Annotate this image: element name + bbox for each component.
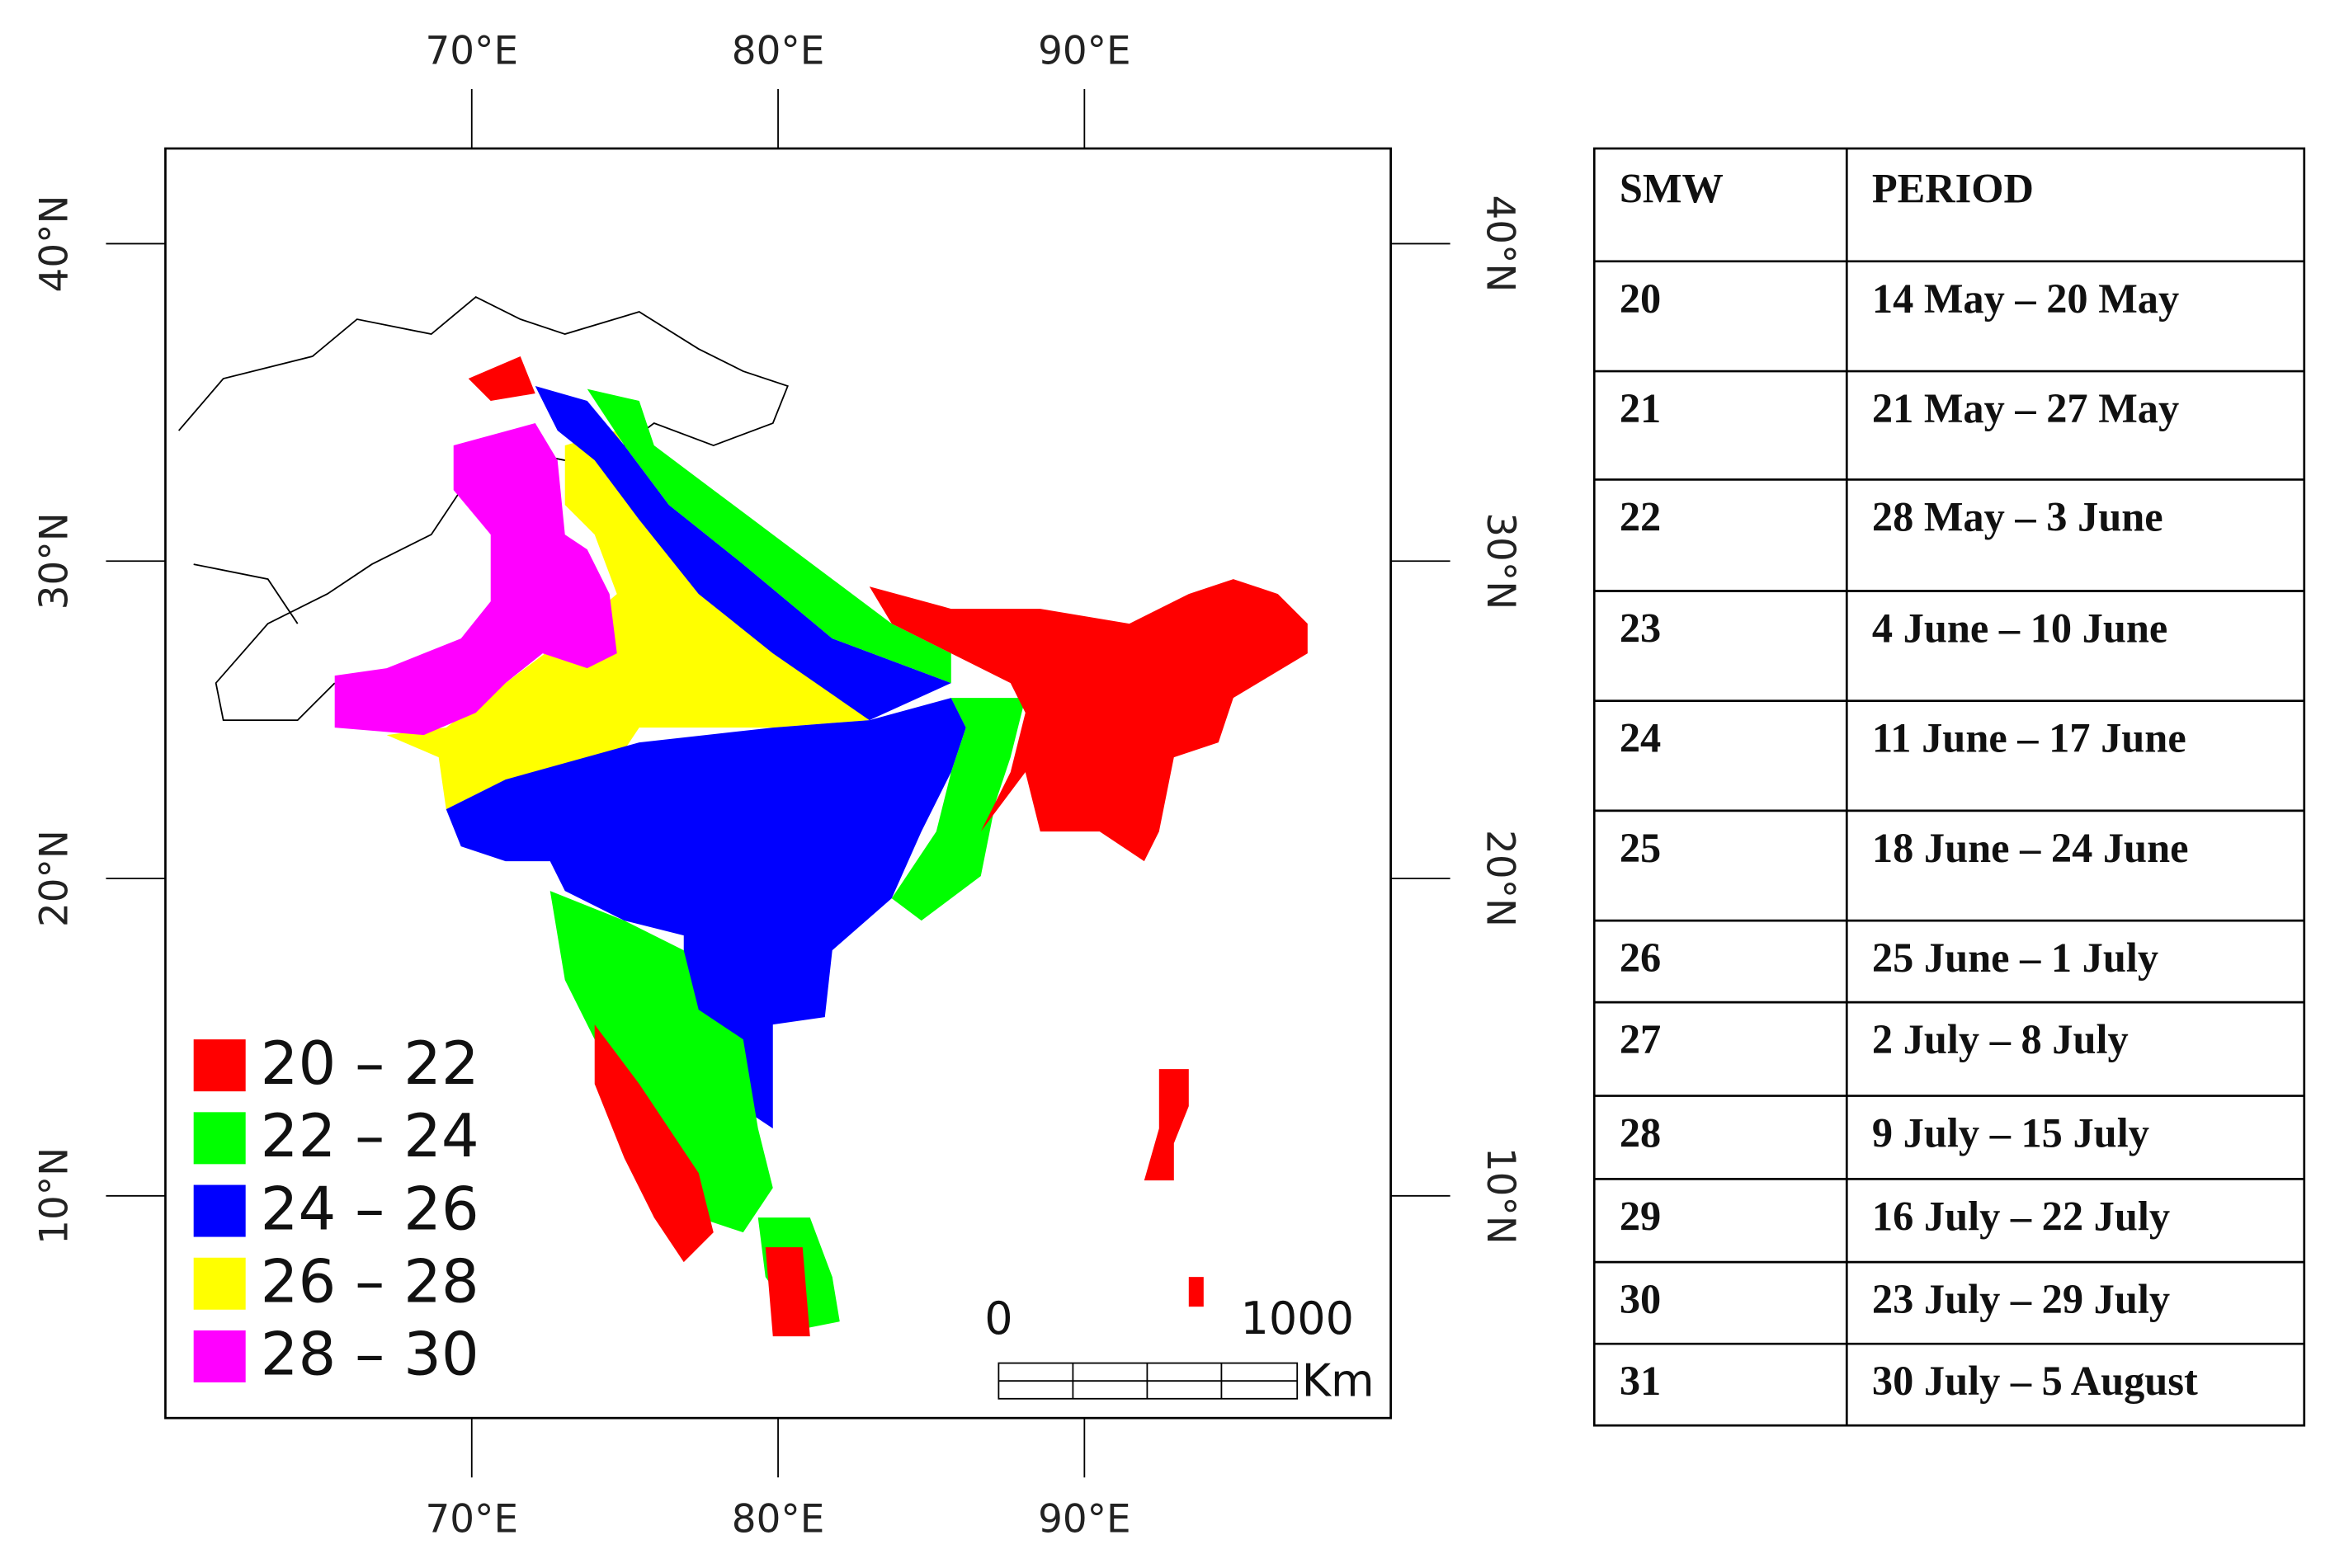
table-header: SMW: [1620, 166, 1724, 212]
legend-label: 28 – 30: [261, 1320, 479, 1389]
table-header: PERIOD: [1872, 166, 2034, 212]
region: [1188, 1277, 1204, 1307]
scale-bar: 0 1000 Km: [984, 1293, 1374, 1407]
region: [386, 431, 870, 810]
legend-swatch: [193, 1039, 246, 1092]
table-cell: 20: [1620, 275, 1661, 322]
table-cell: 22: [1620, 493, 1661, 539]
map: 0 1000 Km: [164, 147, 1392, 1420]
table-cell: 25 June – 1 July: [1872, 935, 2158, 981]
table-cell: 28: [1620, 1110, 1661, 1156]
scale-end: 1000: [1240, 1293, 1353, 1344]
lat-label: 10°N: [1478, 1147, 1522, 1245]
table-cell: 24: [1620, 715, 1661, 761]
table-frame: [1592, 147, 2306, 1427]
lat-label: 30°N: [33, 512, 78, 610]
table-cell: 21 May – 27 May: [1872, 385, 2179, 431]
border-lines: [177, 295, 789, 721]
lon-label: 70°E: [426, 1498, 519, 1542]
table-cell: 18 June – 24 June: [1872, 825, 2189, 871]
legend-label: 26 – 28: [261, 1246, 479, 1316]
table-cell: 28 May – 3 June: [1872, 493, 2163, 539]
table-cell: 21: [1620, 385, 1661, 431]
scale-unit: Km: [1302, 1354, 1375, 1406]
table-cell: 2 July – 8 July: [1872, 1016, 2129, 1062]
region: [468, 356, 535, 402]
region: [1144, 1069, 1189, 1181]
table-cell: 16 July – 22 July: [1872, 1193, 2170, 1239]
table-cell: 30: [1620, 1276, 1661, 1322]
legend-swatch: [193, 1330, 246, 1382]
lat-label: 30°N: [1478, 512, 1522, 610]
region: [549, 891, 773, 1233]
lat-label: 40°N: [1478, 195, 1522, 292]
table-cell: 23 July – 29 July: [1872, 1276, 2170, 1322]
lon-label: 70°E: [426, 29, 519, 73]
region: [765, 1247, 810, 1337]
lat-label: 20°N: [33, 830, 78, 927]
lon-label: 90°E: [1038, 1498, 1131, 1542]
legend-swatch: [193, 1112, 246, 1165]
table-cell: 25: [1620, 825, 1661, 871]
lat-label: 40°N: [33, 195, 78, 292]
table-cell: 9 July – 15 July: [1872, 1110, 2149, 1156]
table-cell: 31: [1620, 1358, 1661, 1404]
region: [535, 386, 951, 721]
lat-label: 20°N: [1478, 830, 1522, 927]
table-cell: 27: [1620, 1016, 1661, 1062]
lon-label: 80°E: [732, 29, 825, 73]
table-cell: 29: [1620, 1193, 1661, 1239]
table-cell: 26: [1620, 935, 1661, 981]
region: [587, 388, 951, 684]
table-cell: 23: [1620, 605, 1661, 651]
region: [446, 698, 966, 1129]
legend-label: 24 – 26: [261, 1174, 479, 1243]
table-cell: 4 June – 10 June: [1872, 605, 2167, 651]
scale-start: 0: [984, 1293, 1012, 1344]
legend-swatch: [193, 1184, 246, 1237]
lat-label: 10°N: [33, 1147, 78, 1245]
region: [594, 1024, 714, 1263]
table-cell: 30 July – 5 August: [1872, 1358, 2198, 1404]
legend-swatch: [193, 1257, 246, 1310]
table-cell: 14 May – 20 May: [1872, 275, 2179, 322]
region: [891, 698, 1026, 921]
legend-label: 22 – 24: [261, 1101, 479, 1170]
region: [869, 579, 1308, 862]
lon-label: 80°E: [732, 1498, 825, 1542]
lon-label: 90°E: [1038, 29, 1131, 73]
table-cell: 11 June – 17 June: [1872, 715, 2186, 761]
legend-label: 20 – 22: [261, 1029, 479, 1098]
region: [334, 423, 617, 736]
